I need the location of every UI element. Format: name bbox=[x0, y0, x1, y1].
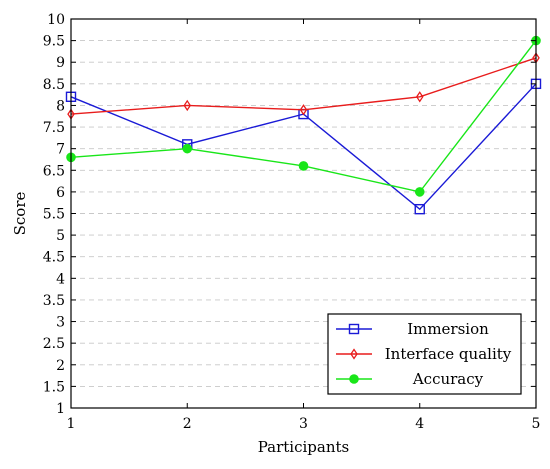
series-layer bbox=[65, 35, 542, 215]
legend-label-interface-quality: Interface quality bbox=[385, 345, 512, 363]
legend-label-immersion: Immersion bbox=[407, 320, 489, 338]
legend-marker-interface-quality bbox=[350, 348, 358, 360]
data-point-accuracy bbox=[182, 143, 193, 154]
x-tick-label: 1 bbox=[67, 416, 76, 432]
series-line-immersion bbox=[70, 83, 537, 211]
y-tick-label: 6.5 bbox=[43, 163, 65, 179]
y-tick-label: 1.5 bbox=[43, 379, 65, 395]
x-tick-label: 4 bbox=[415, 416, 424, 432]
data-point-interface-quality bbox=[415, 91, 424, 103]
data-point-accuracy bbox=[414, 187, 425, 197]
y-tick-label: 4.5 bbox=[43, 250, 65, 266]
x-axis-label: Participants bbox=[258, 438, 350, 456]
y-tick-label: 2.5 bbox=[43, 336, 65, 352]
y-tick-label: 9.5 bbox=[43, 34, 65, 50]
data-point-immersion bbox=[414, 203, 425, 215]
legend-marker-accuracy bbox=[349, 374, 359, 384]
series-line-interface-quality bbox=[70, 57, 537, 115]
legend-marker-immersion bbox=[348, 323, 360, 335]
y-tick-label: 6 bbox=[56, 185, 65, 201]
x-tick-label: 3 bbox=[299, 416, 308, 432]
y-tick-label: 7.5 bbox=[43, 120, 65, 136]
y-tick-label: 1 bbox=[56, 401, 65, 417]
y-tick-label: 9 bbox=[56, 55, 65, 71]
x-tick-label: 2 bbox=[183, 416, 192, 432]
axis-ticks: 1 1.5 2 2.5 3 3.5 4 4.5 5 5.5 6 6.5 7 7.5 8 8.5 9 9.5 10 1 2… bbox=[43, 12, 541, 432]
y-tick-label: 3.5 bbox=[43, 293, 65, 309]
y-tick-label: 8 bbox=[56, 98, 65, 114]
data-point-interface-quality bbox=[299, 104, 308, 116]
y-tick-label: 8.5 bbox=[43, 77, 65, 93]
y-tick-label: 5.5 bbox=[43, 207, 65, 223]
y-tick-label: 2 bbox=[56, 358, 65, 374]
legend: Immersion Interface quality Accuracy bbox=[327, 313, 522, 395]
data-point-accuracy bbox=[298, 161, 309, 171]
x-tick-label: 5 bbox=[532, 416, 541, 432]
legend-label-accuracy: Accuracy bbox=[412, 370, 484, 388]
y-tick-label: 5 bbox=[56, 228, 65, 244]
y-tick-label: 4 bbox=[56, 271, 65, 287]
data-point-interface-quality bbox=[183, 99, 192, 112]
y-axis-label: Score bbox=[11, 192, 29, 236]
y-tick-label: 3 bbox=[56, 315, 65, 331]
y-tick-label: 7 bbox=[56, 142, 65, 158]
y-tick-label: 10 bbox=[47, 12, 65, 28]
